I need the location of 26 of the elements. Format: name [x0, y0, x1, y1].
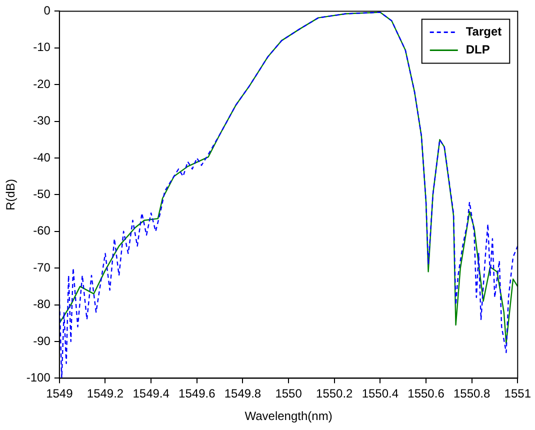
- y-tick-label: -20: [33, 76, 51, 91]
- y-tick-label: -50: [33, 187, 51, 202]
- x-tick-label: 1550.2: [316, 386, 354, 401]
- x-tick-label: 1550: [275, 386, 302, 401]
- x-tick-label: 1551: [504, 386, 532, 401]
- x-tick-label: 1550.6: [408, 386, 445, 401]
- x-tick-label: 1549.4: [132, 386, 170, 401]
- y-tick-label: -30: [33, 114, 51, 128]
- legend-label: Target: [466, 24, 502, 39]
- x-axis-title: Wavelength(nm): [244, 409, 332, 424]
- y-tick-label: -80: [33, 297, 51, 312]
- legend-label: DLP: [466, 42, 490, 57]
- x-tick-label: 1549.8: [224, 386, 262, 401]
- x-tick-label: 1549.6: [178, 386, 216, 401]
- y-tick-label: -100: [26, 370, 51, 385]
- y-tick-label: -60: [33, 224, 51, 238]
- y-tick-label: -40: [33, 150, 51, 164]
- x-tick-label: 1550.4: [362, 386, 399, 401]
- x-tick-label: 1550.8: [453, 386, 491, 401]
- y-tick-label: 0: [44, 4, 51, 18]
- x-tick-label: 1549: [46, 386, 74, 401]
- y-tick-label: -10: [33, 40, 51, 54]
- x-tick-label: 1549.2: [86, 386, 124, 401]
- y-axis-title: R(dB): [4, 179, 18, 210]
- y-tick-label: -90: [33, 334, 51, 348]
- y-tick-label: -70: [33, 260, 51, 274]
